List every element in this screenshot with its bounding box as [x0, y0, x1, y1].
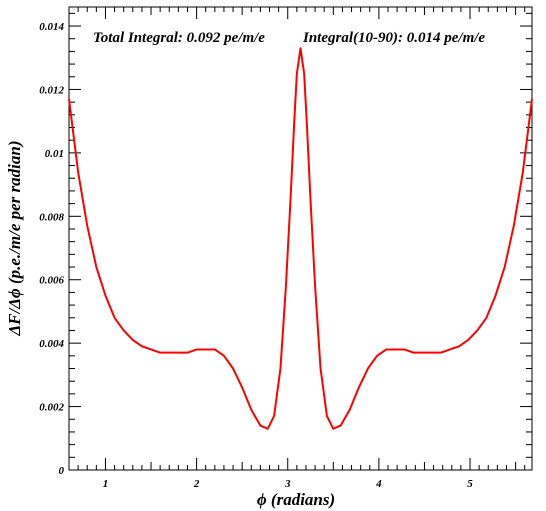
series-line — [68, 47, 533, 430]
y-tick-label: 0.008 — [39, 211, 64, 223]
y-tick-label: 0.006 — [39, 275, 64, 287]
series-layer — [68, 47, 533, 430]
x-axis-ticks: 1 2 3 4 5 — [68, 7, 526, 490]
annotation-total-integral: Total Integral: 0.092 pe/m/e — [93, 30, 265, 46]
x-tick-label: 2 — [193, 478, 200, 490]
x-tick-label: 1 — [103, 478, 109, 490]
y-tick-label: 0.002 — [39, 402, 64, 414]
y-axis-ticks: 0 0.002 0.004 0.006 0.008 0.01 0.012 0.014 — [39, 12, 532, 477]
y-axis-title: ΔF/Δϕ (p.e./m/e per radian) — [5, 140, 24, 336]
y-tick-label: 0.004 — [39, 338, 64, 350]
x-tick-label: 4 — [375, 478, 382, 490]
x-axis-title: ϕ (radians) — [257, 490, 335, 509]
y-tick-label: 0 — [59, 465, 65, 477]
annotation-integral-10-90: Integral(10-90): 0.014 pe/m/e — [302, 30, 485, 46]
plot-frame — [68, 6, 533, 471]
y-tick-label: 0.012 — [39, 84, 64, 96]
x-tick-label: 5 — [467, 478, 473, 490]
y-tick-label: 0.014 — [39, 21, 64, 33]
x-tick-label: 3 — [284, 478, 291, 490]
y-tick-label: 0.01 — [45, 148, 64, 160]
